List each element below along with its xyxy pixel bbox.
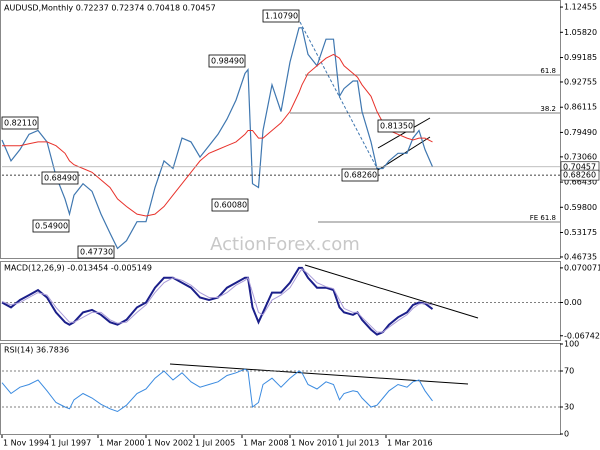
annotation: 0.82110 bbox=[4, 119, 37, 128]
x-tick-label: 1 Mar 2008 bbox=[243, 439, 289, 448]
y-tick-label: 0 bbox=[564, 430, 569, 439]
annotation-box bbox=[77, 245, 115, 259]
y-tick-label: 0.070071 bbox=[564, 263, 600, 272]
price-box bbox=[560, 169, 600, 181]
y-tick-label: 0.79490 bbox=[564, 128, 597, 137]
x-tick-label: 1 Nov 1994 bbox=[3, 439, 49, 448]
y-tick-label: 0.53175 bbox=[564, 228, 597, 237]
y-tick-label: 100 bbox=[564, 340, 579, 349]
y-tick-label: 0.86115 bbox=[564, 103, 597, 112]
y-tick-label: 0.59800 bbox=[564, 203, 597, 212]
series-line bbox=[1, 368, 433, 413]
y-tick-label: 1.05820 bbox=[564, 28, 597, 37]
annotation-box bbox=[211, 198, 249, 212]
annotation-box bbox=[32, 219, 70, 233]
x-tick-label: 1 Jul 2005 bbox=[195, 439, 235, 448]
x-tick-label: 1 Mar 2016 bbox=[387, 439, 433, 448]
series-line bbox=[1, 266, 434, 336]
annotation-box bbox=[262, 9, 300, 23]
y-tick-label: 0.46735 bbox=[564, 252, 597, 261]
price-label: 0.70457 bbox=[563, 162, 596, 171]
annotation: 0.54900 bbox=[35, 222, 68, 231]
x-tick-label: 1 Nov 2002 bbox=[147, 439, 193, 448]
main-panel bbox=[0, 0, 561, 259]
annotation-box bbox=[341, 168, 379, 182]
y-tick-label: 0.66430 bbox=[564, 178, 597, 187]
y-tick-label: 0.99185 bbox=[564, 53, 597, 62]
annotation: 0.68260 bbox=[344, 171, 377, 180]
x-tick-label: 1 Nov 2010 bbox=[291, 439, 337, 448]
x-tick-label: 1 Jul 2013 bbox=[339, 439, 379, 448]
y-tick-label: 70 bbox=[564, 367, 574, 376]
y-tick-label: 0.00 bbox=[564, 298, 582, 307]
annotation: 1.10790 bbox=[265, 12, 298, 21]
annotation: 0.98490 bbox=[211, 57, 244, 66]
series-line bbox=[1, 27, 434, 250]
x-tick-label: 1 Mar 2000 bbox=[99, 439, 145, 448]
y-tick-label: 0.92755 bbox=[564, 77, 597, 86]
series-line bbox=[2, 53, 433, 217]
annotation-box bbox=[377, 119, 415, 133]
price-label: 0.68260 bbox=[563, 171, 596, 180]
annotation: 0.81350 bbox=[380, 122, 413, 131]
level-label: FE 61.8 bbox=[530, 214, 556, 222]
series-line bbox=[1, 268, 433, 333]
y-tick-label: 30 bbox=[564, 403, 574, 412]
trend-line bbox=[304, 264, 479, 319]
annotation: 0.60080 bbox=[214, 201, 247, 210]
chart-title: AUDUSD,Monthly 0.72237 0.72374 0.70418 0… bbox=[4, 4, 216, 13]
y-tick-label: -0.067423 bbox=[564, 331, 600, 340]
panel-title: MACD(12,26,9) -0.013454 -0.005149 bbox=[4, 264, 152, 273]
watermark: ActionForex.com bbox=[210, 234, 360, 255]
trend-line bbox=[299, 21, 379, 171]
annotation: 0.47730 bbox=[80, 248, 113, 257]
level-label: 61.8 bbox=[540, 67, 556, 75]
annotation-box bbox=[1, 116, 39, 130]
y-tick-label: 1.12455 bbox=[564, 3, 597, 12]
annotation: 0.68490 bbox=[44, 174, 77, 183]
level-label: 38.2 bbox=[540, 105, 556, 113]
x-tick-label: 1 Jul 1997 bbox=[51, 439, 91, 448]
panel-title: RSI(14) 36.7836 bbox=[4, 346, 69, 355]
y-tick-label: 0.73060 bbox=[564, 152, 597, 161]
trend-line bbox=[377, 117, 431, 149]
annotation-box bbox=[41, 171, 79, 185]
macd-panel bbox=[0, 261, 561, 341]
rsi-panel bbox=[0, 343, 561, 435]
annotation-box bbox=[208, 54, 246, 68]
